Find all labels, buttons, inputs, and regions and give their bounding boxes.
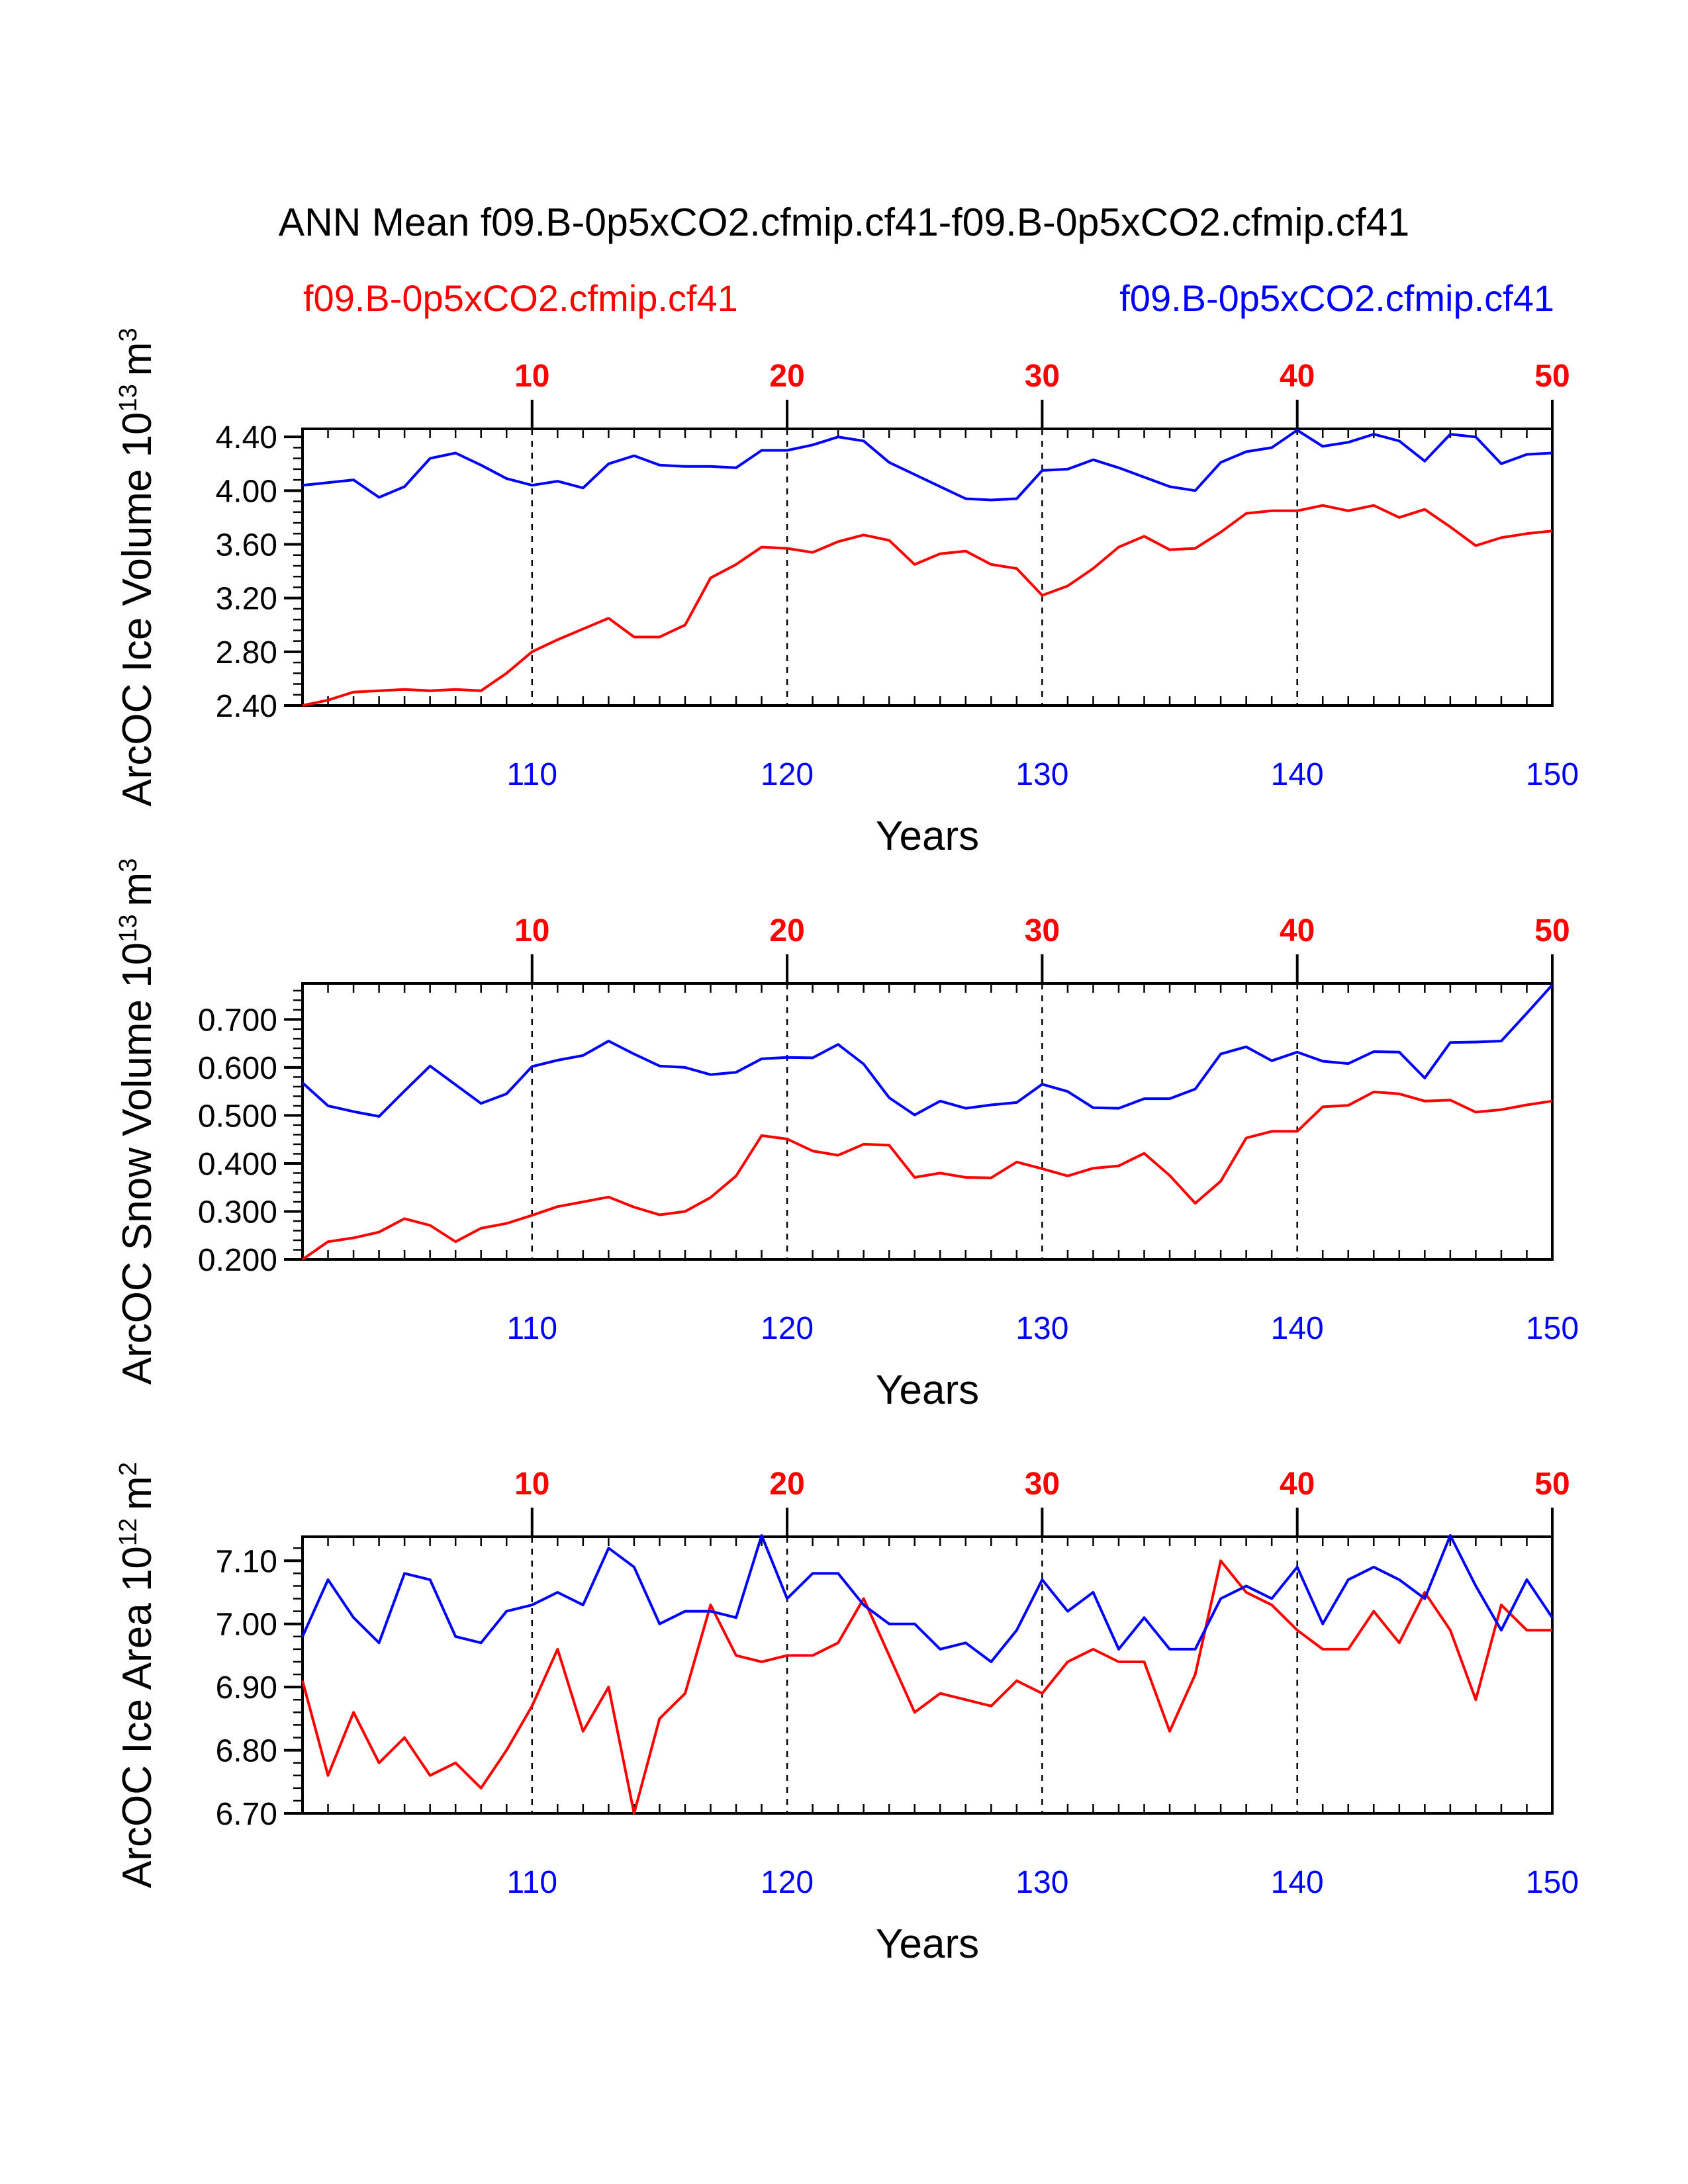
y-tick-label: 0.600 xyxy=(198,1051,277,1086)
y-axis-label: ArcOC Snow Volume 1013 m3 xyxy=(115,858,160,1385)
y-axis-label-part: 12 xyxy=(115,1518,142,1546)
y-tick-label: 0.200 xyxy=(198,1243,277,1278)
x-top-tick-label: 20 xyxy=(769,913,804,948)
chart-panel-3: 10 20 30 40 50 110 120 130 140 150 Years 6.70 6.80 6.… xyxy=(115,1462,1579,1967)
y-tick-label: 0.300 xyxy=(198,1195,277,1230)
x-bottom-tick-label: 130 xyxy=(1015,1311,1068,1346)
y-axis-label: ArcOC Ice Area 1012 m2 xyxy=(115,1462,160,1888)
x-bottom-tick-label: 140 xyxy=(1271,757,1324,792)
y-axis-label-part: 13 xyxy=(115,384,142,412)
y-tick-label: 4.40 xyxy=(216,420,277,455)
legend-label-red: f09.B-0p5xCO2.cfmip.cf41 xyxy=(303,277,738,319)
x-top-tick-label: 40 xyxy=(1280,913,1315,948)
y-tick-label: 0.700 xyxy=(198,1003,277,1038)
y-axis-label-part: m xyxy=(115,872,160,907)
x-bottom-tick-label: 110 xyxy=(507,757,558,792)
x-bottom-tick-label: 110 xyxy=(507,1865,558,1900)
y-axis-label-part: ArcOC Ice Volume 10 xyxy=(115,412,160,806)
x-top-tick-label: 30 xyxy=(1025,359,1060,394)
y-axis-label-part: 13 xyxy=(115,914,142,942)
y-axis-label-part: ArcOC Ice Area 10 xyxy=(115,1546,160,1888)
series-line-red xyxy=(301,1090,1553,1261)
y-tick-label: 2.40 xyxy=(216,689,277,724)
y-axis-label-part: 3 xyxy=(115,858,142,872)
x-bottom-tick-label: 120 xyxy=(761,1311,814,1346)
x-top-tick-label: 10 xyxy=(514,359,549,394)
x-top-tick-label: 50 xyxy=(1534,359,1570,394)
x-bottom-tick-label: 130 xyxy=(1015,1865,1068,1900)
plot-frame xyxy=(301,1535,1554,1815)
figure-title: ANN Mean f09.B-0p5xCO2.cfmip.cf41-f09.B-… xyxy=(279,201,1409,244)
x-top-tick-label: 30 xyxy=(1025,913,1060,948)
y-tick-label: 3.60 xyxy=(216,528,277,563)
x-top-tick-label: 30 xyxy=(1025,1467,1060,1502)
x-bottom-tick-label: 150 xyxy=(1526,757,1579,792)
x-bottom-tick-label: 110 xyxy=(507,1311,558,1346)
y-tick-label: 6.70 xyxy=(216,1797,277,1832)
x-top-tick-label: 20 xyxy=(769,359,804,394)
x-bottom-tick-label: 130 xyxy=(1015,757,1068,792)
x-top-tick-label: 10 xyxy=(514,913,549,948)
series-line-red xyxy=(301,1559,1552,1815)
x-top-tick-label: 40 xyxy=(1280,1467,1315,1502)
x-top-tick-label: 10 xyxy=(514,1467,549,1502)
x-bottom-tick-label: 140 xyxy=(1271,1865,1324,1900)
y-tick-label: 4.00 xyxy=(216,474,277,509)
series-line-blue xyxy=(301,1534,1554,1663)
legend-label-blue: f09.B-0p5xCO2.cfmip.cf41 xyxy=(1119,277,1554,319)
y-tick-label: 0.400 xyxy=(198,1147,277,1182)
y-axis-label: ArcOC Ice Volume 1013 m3 xyxy=(115,328,160,806)
chart-panel-2: 10 20 30 40 50 110 120 130 140 150 Years 0.200 0.300… xyxy=(115,858,1579,1413)
y-axis-label-part: m xyxy=(115,1476,160,1510)
plot-frame xyxy=(301,982,1554,1261)
y-axis-label-part: ArcOC Snow Volume 10 xyxy=(115,942,160,1385)
x-bottom-tick-label: 150 xyxy=(1526,1865,1579,1900)
series-line-blue xyxy=(301,983,1554,1118)
plot-frame xyxy=(301,428,1554,707)
y-axis-label-part: 2 xyxy=(115,1462,142,1476)
y-tick-label: 6.90 xyxy=(216,1670,277,1706)
series-line-blue xyxy=(302,429,1553,502)
x-top-tick-label: 50 xyxy=(1534,913,1570,948)
y-tick-label: 7.10 xyxy=(216,1544,277,1579)
y-axis-label-part: 3 xyxy=(115,328,142,341)
x-axis-label: Years xyxy=(876,1367,979,1413)
y-axis-label-part: m xyxy=(115,342,160,377)
y-tick-label: 0.500 xyxy=(198,1099,277,1134)
y-tick-label: 6.80 xyxy=(216,1734,277,1769)
x-top-tick-label: 50 xyxy=(1534,1467,1570,1502)
series-line-red xyxy=(302,504,1553,707)
y-tick-label: 7.00 xyxy=(216,1608,277,1643)
y-tick-label: 2.80 xyxy=(216,635,277,670)
x-axis-label: Years xyxy=(876,813,979,859)
x-top-tick-label: 40 xyxy=(1280,359,1315,394)
x-bottom-tick-label: 140 xyxy=(1271,1311,1324,1346)
x-axis-label: Years xyxy=(876,1921,979,1967)
x-bottom-tick-label: 120 xyxy=(761,1865,814,1900)
x-top-tick-label: 20 xyxy=(769,1467,804,1502)
x-bottom-tick-label: 150 xyxy=(1526,1311,1579,1346)
x-bottom-tick-label: 120 xyxy=(761,757,814,792)
chart-panel-1: 10 20 30 40 50 110 120 130 140 150 Years 2.40 2.80 3.… xyxy=(115,328,1579,859)
y-tick-label: 3.20 xyxy=(216,582,277,617)
